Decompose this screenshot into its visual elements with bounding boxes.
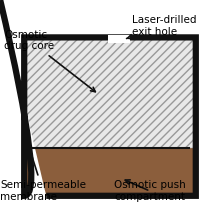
Text: Laser-drilled
exit hole: Laser-drilled exit hole	[126, 15, 196, 39]
Bar	[24, 37, 196, 148]
Bar	[108, 35, 130, 43]
PathPatch shape	[24, 37, 196, 196]
Text: Osmotic push
compartment: Osmotic push compartment	[114, 180, 186, 202]
Text: Osmotic
drug core: Osmotic drug core	[4, 30, 95, 92]
Text: Semi-permeable
membrane: Semi-permeable membrane	[0, 143, 86, 202]
Bar	[24, 148, 196, 196]
